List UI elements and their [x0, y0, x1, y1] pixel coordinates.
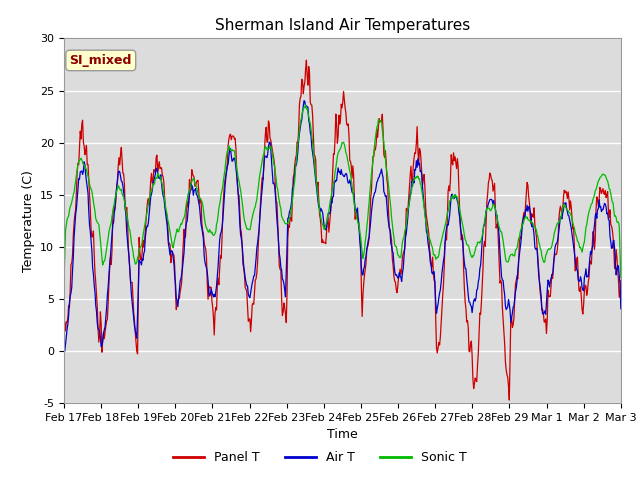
Panel T — [428, 263, 435, 268]
Sonic T — [127, 240, 135, 246]
Sonic T — [428, 241, 435, 247]
Panel T — [214, 281, 221, 287]
Panel T — [60, 327, 68, 333]
Y-axis label: Temperature (C): Temperature (C) — [22, 170, 35, 272]
Line: Air T: Air T — [64, 101, 621, 351]
Panel T — [127, 280, 135, 286]
Sonic T — [60, 277, 68, 283]
Line: Panel T: Panel T — [64, 60, 621, 400]
Legend: Panel T, Air T, Sonic T: Panel T, Air T, Sonic T — [168, 446, 472, 469]
Sonic T — [184, 192, 192, 198]
Panel T — [184, 204, 192, 210]
Sonic T — [302, 102, 310, 108]
Panel T — [303, 57, 310, 63]
Line: Sonic T: Sonic T — [64, 105, 621, 280]
Air T — [412, 167, 419, 173]
Air T — [128, 300, 136, 305]
Text: SI_mixed: SI_mixed — [70, 54, 132, 67]
Sonic T — [70, 190, 78, 195]
Air T — [71, 223, 79, 228]
Air T — [300, 98, 308, 104]
Air T — [185, 200, 193, 205]
Panel T — [617, 277, 625, 283]
Panel T — [70, 220, 78, 226]
X-axis label: Time: Time — [327, 429, 358, 442]
Title: Sherman Island Air Temperatures: Sherman Island Air Temperatures — [215, 18, 470, 33]
Sonic T — [411, 175, 419, 180]
Air T — [61, 348, 68, 354]
Sonic T — [617, 275, 625, 280]
Air T — [60, 348, 68, 353]
Sonic T — [214, 219, 221, 225]
Panel T — [506, 397, 513, 403]
Air T — [428, 270, 436, 276]
Air T — [214, 263, 222, 269]
Panel T — [411, 150, 419, 156]
Air T — [617, 306, 625, 312]
